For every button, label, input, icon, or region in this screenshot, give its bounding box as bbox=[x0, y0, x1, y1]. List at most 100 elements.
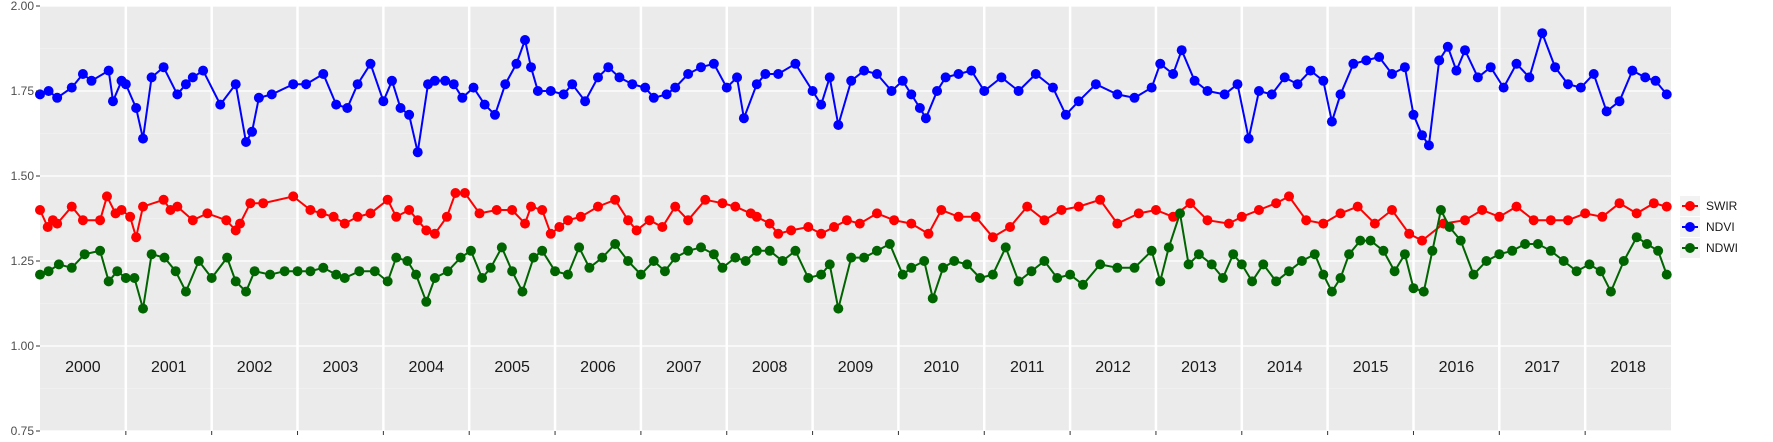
data-point-swir bbox=[854, 218, 865, 229]
data-point-ndvi bbox=[404, 109, 415, 120]
data-point-ndwi bbox=[95, 245, 106, 256]
data-point-swir bbox=[575, 211, 586, 222]
data-point-ndwi bbox=[1661, 269, 1672, 280]
data-point-ndvi bbox=[241, 137, 252, 147]
data-point-swir bbox=[365, 208, 376, 219]
data-point-swir bbox=[1253, 205, 1264, 215]
data-point-ndvi bbox=[103, 65, 114, 76]
data-point-swir bbox=[158, 194, 169, 205]
data-point-swir bbox=[474, 208, 485, 219]
data-point-ndwi bbox=[279, 266, 290, 277]
data-point-ndvi bbox=[932, 86, 943, 96]
data-point-ndwi bbox=[1481, 256, 1492, 266]
data-point-ndvi bbox=[833, 120, 844, 130]
data-point-ndwi bbox=[1163, 242, 1174, 253]
data-point-swir bbox=[554, 222, 565, 232]
y-tick-label: 1.25 bbox=[11, 254, 35, 268]
data-point-ndvi bbox=[614, 72, 625, 83]
data-point-swir bbox=[537, 205, 548, 215]
data-point-ndwi bbox=[193, 256, 204, 266]
data-point-ndvi bbox=[1451, 65, 1462, 76]
series-lines bbox=[35, 28, 1672, 314]
data-point-ndvi bbox=[1090, 79, 1101, 90]
data-point-swir bbox=[526, 201, 537, 212]
data-point-ndvi bbox=[429, 75, 440, 86]
data-point-ndwi bbox=[103, 276, 114, 287]
data-point-ndvi bbox=[378, 96, 389, 107]
data-point-ndvi bbox=[331, 99, 342, 110]
data-point-ndvi bbox=[1348, 58, 1359, 69]
data-point-ndwi bbox=[974, 273, 985, 283]
data-point-ndwi bbox=[1618, 256, 1629, 266]
data-point-ndwi bbox=[528, 252, 539, 263]
data-point-swir bbox=[1545, 215, 1556, 226]
data-point-swir bbox=[520, 218, 531, 229]
data-point-swir bbox=[592, 201, 603, 212]
data-point-ndvi bbox=[138, 133, 149, 144]
data-point-ndwi bbox=[938, 262, 949, 273]
data-point-swir bbox=[138, 201, 149, 212]
data-point-ndwi bbox=[803, 273, 814, 283]
data-point-ndvi bbox=[1614, 96, 1625, 107]
data-point-swir bbox=[459, 188, 470, 198]
data-point-swir bbox=[441, 211, 452, 222]
legend-label: NDVI bbox=[1706, 220, 1735, 234]
data-point-ndwi bbox=[824, 259, 835, 270]
data-point-ndwi bbox=[485, 262, 496, 273]
data-point-ndvi bbox=[1562, 79, 1573, 90]
data-point-swir bbox=[1223, 218, 1234, 229]
data-point-ndwi bbox=[1146, 245, 1157, 256]
data-point-ndwi bbox=[1183, 259, 1194, 270]
data-point-ndvi bbox=[1442, 41, 1453, 52]
data-point-ndvi bbox=[301, 79, 312, 90]
legend-label: NDWI bbox=[1706, 241, 1738, 255]
data-point-swir bbox=[101, 191, 112, 202]
y-tick-label: 0.75 bbox=[11, 424, 35, 438]
data-point-ndwi bbox=[1494, 249, 1505, 260]
data-point-swir bbox=[316, 208, 327, 219]
data-point-ndwi bbox=[517, 286, 528, 297]
data-point-ndwi bbox=[1236, 259, 1247, 270]
data-point-ndwi bbox=[305, 266, 316, 277]
year-label: 2008 bbox=[752, 359, 788, 376]
data-point-ndwi bbox=[146, 249, 157, 260]
data-point-ndwi bbox=[962, 259, 973, 270]
data-point-ndwi bbox=[442, 266, 453, 277]
data-point-ndvi bbox=[1189, 75, 1200, 86]
data-point-ndwi bbox=[1365, 235, 1376, 246]
data-point-swir bbox=[545, 228, 556, 239]
data-point-ndvi bbox=[66, 82, 77, 93]
data-point-swir bbox=[305, 205, 316, 215]
data-point-swir bbox=[871, 208, 882, 219]
data-point-swir bbox=[352, 211, 363, 222]
data-point-ndwi bbox=[1228, 249, 1239, 260]
data-point-swir bbox=[623, 215, 634, 226]
data-point-ndvi bbox=[1326, 116, 1337, 127]
data-point-ndvi bbox=[738, 113, 749, 124]
data-point-ndvi bbox=[511, 58, 522, 69]
data-point-swir bbox=[66, 201, 77, 212]
data-point-swir bbox=[339, 218, 350, 229]
data-point-ndvi bbox=[708, 58, 719, 69]
data-point-swir bbox=[1185, 198, 1196, 209]
data-point-ndvi bbox=[215, 99, 226, 110]
data-point-ndwi bbox=[1129, 262, 1140, 273]
data-point-swir bbox=[1022, 201, 1033, 212]
data-point-swir bbox=[1335, 208, 1346, 219]
year-label: 2007 bbox=[666, 359, 702, 376]
data-point-swir bbox=[404, 205, 415, 215]
data-point-ndwi bbox=[919, 256, 930, 266]
data-point-swir bbox=[382, 194, 393, 205]
data-point-ndvi bbox=[1335, 89, 1346, 100]
data-point-ndvi bbox=[468, 82, 479, 93]
data-point-swir bbox=[1284, 191, 1295, 202]
data-point-ndwi bbox=[1013, 276, 1024, 287]
data-point-swir bbox=[172, 201, 183, 212]
data-point-ndwi bbox=[648, 256, 659, 266]
data-point-ndwi bbox=[369, 266, 380, 277]
data-point-ndwi bbox=[659, 266, 670, 277]
data-point-ndwi bbox=[1344, 249, 1355, 260]
data-point-ndvi bbox=[996, 72, 1007, 83]
axes: 0.75 1.00 1.25 1.50 1.75 2.00 bbox=[11, 0, 1586, 438]
data-point-ndwi bbox=[1427, 245, 1438, 256]
